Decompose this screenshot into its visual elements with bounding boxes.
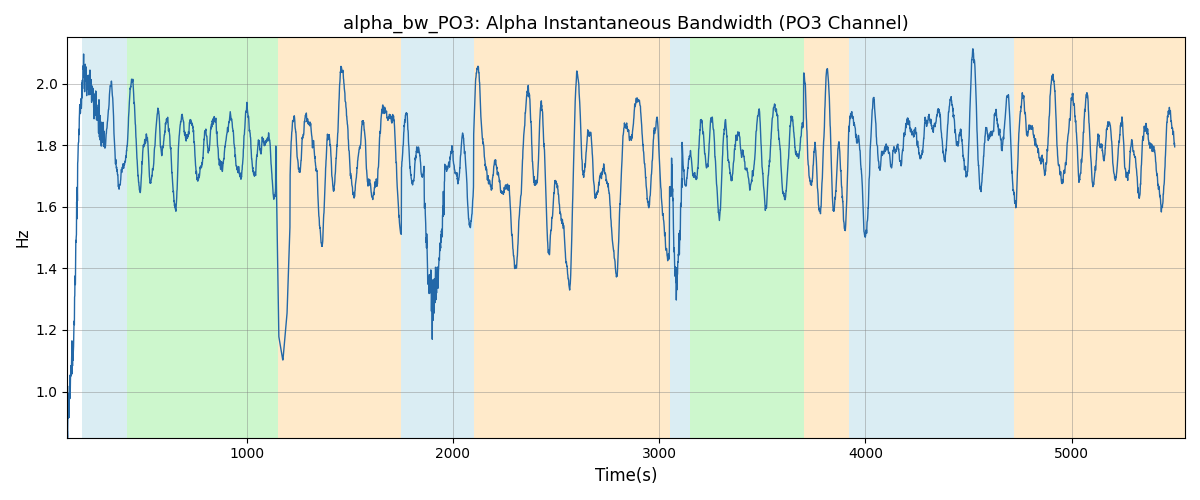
Bar [1014, 38, 1186, 438]
Y-axis label: Hz: Hz [16, 228, 30, 248]
Bar [804, 38, 848, 438]
Bar [127, 38, 277, 438]
Bar [277, 38, 402, 438]
Bar [474, 38, 670, 438]
Bar [848, 38, 1014, 438]
Bar [670, 38, 690, 438]
Bar [82, 38, 127, 438]
Bar [402, 38, 474, 438]
Bar [690, 38, 804, 438]
X-axis label: Time(s): Time(s) [595, 467, 658, 485]
Title: alpha_bw_PO3: Alpha Instantaneous Bandwidth (PO3 Channel): alpha_bw_PO3: Alpha Instantaneous Bandwi… [343, 15, 910, 34]
